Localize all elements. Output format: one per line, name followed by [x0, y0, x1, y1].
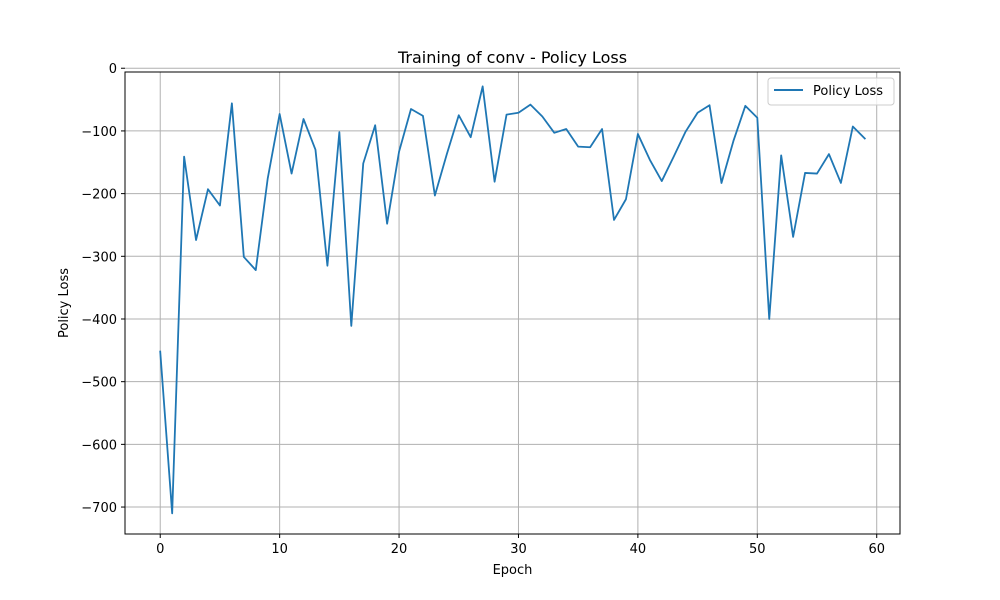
y-tick-label: −700 — [81, 501, 117, 516]
x-tick-label: 10 — [271, 542, 288, 557]
chart-title: Training of conv - Policy Loss — [397, 48, 627, 67]
series-layer — [159, 85, 867, 515]
y-tick-label: −100 — [81, 125, 117, 140]
legend-box — [767, 77, 895, 106]
series-line-policy-loss — [159, 85, 867, 515]
x-axis-ticks: 0 10 20 30 40 50 60 — [156, 534, 885, 557]
x-tick-label: 30 — [510, 542, 527, 557]
y-tick-label: −600 — [81, 438, 117, 453]
y-axis-ticks: 0 −100 −200 −300 −400 −500 −600 −700 — [81, 62, 125, 516]
x-tick-label: 50 — [749, 542, 766, 557]
y-tick-label: −400 — [81, 313, 117, 328]
x-tick-label: 40 — [630, 542, 647, 557]
y-tick-label: −300 — [81, 250, 117, 265]
y-tick-label: −200 — [81, 188, 117, 203]
x-axis-label: Epoch — [493, 563, 533, 578]
x-tick-label: 20 — [391, 542, 408, 557]
y-tick-label: 0 — [109, 62, 117, 77]
y-axis-label: Policy Loss — [57, 268, 72, 338]
x-tick-label: 0 — [156, 542, 164, 557]
x-tick-label: 60 — [868, 542, 885, 557]
plot-frame — [124, 71, 901, 535]
y-tick-label: −500 — [81, 376, 117, 391]
legend: Policy Loss — [767, 77, 895, 106]
legend-label: Policy Loss — [813, 84, 883, 99]
